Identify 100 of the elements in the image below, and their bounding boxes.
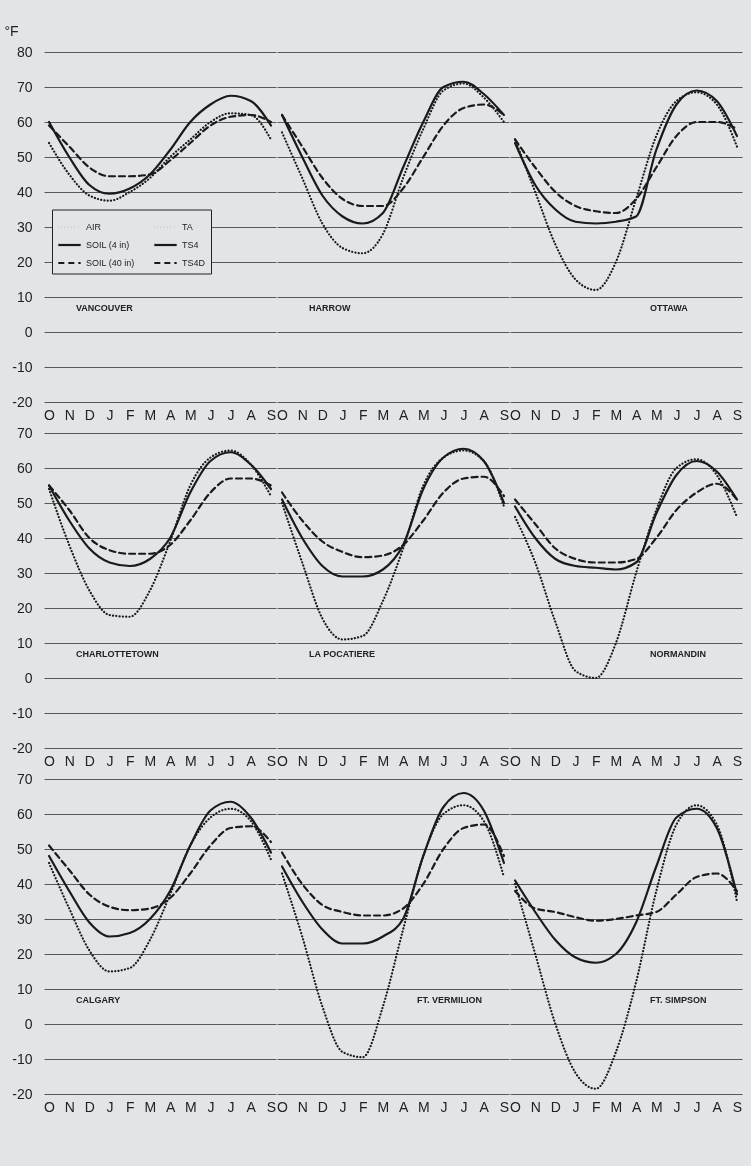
text: CHARLOTTETOWN [76, 648, 159, 659]
x-tick-label: M [610, 752, 623, 769]
y-tick-label: 70 [16, 770, 33, 787]
x-tick-label: J [460, 406, 468, 423]
y-tick-label: -20 [12, 739, 33, 756]
legend-label: SOIL (40 in) [86, 258, 135, 268]
y-tick-label: 10 [16, 634, 33, 651]
x-tick-label: J [572, 752, 580, 769]
x-tick-label: S [266, 1098, 277, 1115]
y-tick-label: 20 [16, 945, 33, 962]
y-tick-label: 60 [16, 805, 33, 822]
x-tick-label: O [44, 752, 56, 769]
annotation: TS4 [182, 240, 199, 250]
x-tick-label: D [550, 752, 561, 769]
x-tick-label: M [144, 1098, 157, 1115]
x-tick-label: F [591, 1098, 601, 1115]
x-tick-label: M [377, 406, 390, 423]
y-tick-label: 0 [24, 1015, 33, 1032]
x-tick-label: A [712, 752, 723, 769]
y-tick-label: 50 [16, 148, 33, 165]
x-tick-label: O [510, 1098, 522, 1115]
x-tick-label: O [277, 752, 289, 769]
x-tick-label: M [650, 1098, 663, 1115]
y-tick-label: 0 [24, 323, 33, 340]
x-tick-label: S [732, 406, 743, 423]
x-tick-label: N [530, 1098, 541, 1115]
x-tick-label: M [417, 752, 430, 769]
x-tick-label: N [297, 406, 308, 423]
annotation: TA [182, 222, 193, 233]
x-tick-label: O [510, 752, 522, 769]
x-tick-label: F [125, 1098, 135, 1115]
x-tick-label: M [184, 1098, 197, 1115]
y-tick-label: 50 [16, 494, 33, 511]
x-tick-label: A [631, 752, 642, 769]
y-tick-label: 10 [16, 980, 33, 997]
x-tick-label: A [712, 1098, 723, 1115]
x-tick-label: S [266, 752, 277, 769]
x-tick-label: D [84, 752, 95, 769]
x-tick-label: J [227, 406, 235, 423]
x-tick-label: N [530, 752, 541, 769]
x-tick-label: M [184, 752, 197, 769]
x-tick-label: J [693, 752, 701, 769]
x-tick-label: S [499, 406, 510, 423]
x-tick-label: M [377, 1098, 390, 1115]
x-tick-label: J [440, 752, 448, 769]
text: LA POCATIERE [309, 648, 376, 659]
x-tick-label: F [125, 752, 135, 769]
x-tick-label: J [673, 752, 681, 769]
x-tick-label: M [184, 406, 197, 423]
y-axis-title: °F [4, 22, 19, 39]
x-tick-label: D [84, 406, 95, 423]
text: NORMANDIN [650, 648, 706, 659]
x-tick-label: D [317, 406, 328, 423]
x-tick-label: O [277, 406, 289, 423]
x-tick-label: J [572, 1098, 580, 1115]
x-tick-label: F [591, 752, 601, 769]
x-tick-label: D [317, 752, 328, 769]
x-tick-label: J [106, 752, 114, 769]
x-tick-label: J [339, 406, 347, 423]
x-tick-label: J [106, 1098, 114, 1115]
x-tick-label: J [693, 1098, 701, 1115]
y-tick-label: -20 [12, 393, 33, 410]
x-tick-label: J [207, 1098, 215, 1115]
text: OTTAWA [650, 302, 689, 313]
y-tick-label: 20 [16, 253, 33, 270]
x-tick-label: D [317, 1098, 328, 1115]
x-tick-label: J [460, 1098, 468, 1115]
y-tick-label: 70 [16, 424, 33, 441]
x-tick-label: N [64, 406, 75, 423]
x-tick-label: M [417, 406, 430, 423]
x-tick-label: D [550, 1098, 561, 1115]
x-tick-label: A [712, 406, 723, 423]
x-tick-label: N [297, 752, 308, 769]
legend-label: AIR [86, 222, 102, 233]
x-tick-label: M [650, 406, 663, 423]
y-tick-label: 40 [16, 529, 33, 546]
x-tick-label: O [44, 1098, 56, 1115]
x-tick-label: A [631, 406, 642, 423]
x-tick-label: J [207, 406, 215, 423]
text: CALGARY [76, 994, 121, 1005]
x-tick-label: J [440, 1098, 448, 1115]
x-tick-label: O [44, 406, 56, 423]
x-tick-label: A [165, 752, 176, 769]
y-tick-label: 50 [16, 840, 33, 857]
y-tick-label: 40 [16, 183, 33, 200]
x-tick-label: F [358, 1098, 368, 1115]
x-tick-label: N [64, 752, 75, 769]
x-tick-label: M [144, 406, 157, 423]
x-tick-label: S [732, 1098, 743, 1115]
x-tick-label: S [732, 752, 743, 769]
x-tick-label: M [144, 752, 157, 769]
y-tick-label: 70 [16, 78, 33, 95]
x-tick-label: J [693, 406, 701, 423]
x-tick-label: A [631, 1098, 642, 1115]
y-tick-label: 30 [16, 564, 33, 581]
x-tick-label: A [165, 406, 176, 423]
x-tick-label: D [550, 406, 561, 423]
x-tick-label: J [460, 752, 468, 769]
x-tick-label: A [479, 1098, 490, 1115]
y-tick-label: 40 [16, 875, 33, 892]
